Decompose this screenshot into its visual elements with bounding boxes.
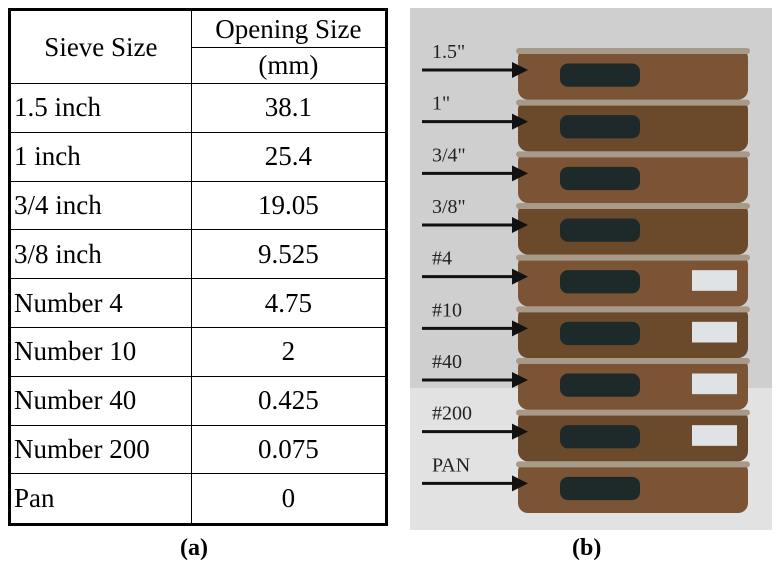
header-cell: Opening Size (190, 9, 388, 48)
sieve-rim (516, 409, 750, 416)
sieve-rim (516, 203, 750, 209)
sieve-rim (516, 254, 750, 261)
arrow-head (512, 320, 528, 337)
sieve-tag (560, 425, 640, 449)
header-cell: (mm) (190, 47, 388, 84)
arrow-head (512, 423, 528, 440)
sieve-sticker (692, 270, 737, 291)
table-cell: 0.425 (190, 375, 388, 426)
sieve-sticker (692, 425, 737, 446)
table-cell: 1.5 inch (9, 83, 192, 133)
sieve-tag (560, 270, 640, 294)
sieve-tag (560, 166, 640, 191)
sieve-tag (560, 321, 640, 346)
table-cell: 3/4 inch (9, 180, 192, 231)
sieve-tag (560, 218, 640, 242)
table-cell: 4.75 (190, 278, 388, 328)
sieve-rim (516, 358, 750, 364)
sieve-sticker (692, 321, 737, 343)
sieve-label: 1" (432, 93, 450, 115)
sieve-label: 3/4" (432, 144, 466, 166)
table-cell: 19.05 (190, 180, 388, 231)
table-cell: 2 (190, 326, 388, 377)
arrow-head (512, 268, 528, 285)
table-row: Number 200 0.075 (9, 424, 388, 475)
table-cell: 3/8 inch (9, 229, 192, 280)
sieve-rim (516, 99, 750, 106)
sieve-label: #4 (432, 248, 452, 270)
sieve-label: 1.5" (432, 41, 465, 63)
caption: (b) (572, 535, 602, 561)
sieve-rim (516, 48, 750, 54)
table-cell: 0 (190, 473, 388, 525)
table-cell: 0.075 (190, 424, 388, 475)
sieve-tag (560, 63, 640, 87)
sieve-label: #10 (432, 299, 462, 321)
table-cell: Pan (9, 473, 192, 525)
table-row: 1.5 inch 38.1 (9, 83, 388, 133)
table-row: Number 10 2 (9, 326, 388, 377)
caption: (a) (180, 535, 208, 561)
table-row: Number 40 0.425 (9, 375, 388, 426)
table-row: 1 inch 25.4 (9, 131, 388, 182)
table-cell: 1 inch (9, 131, 192, 182)
arrow-head (512, 217, 528, 233)
sieve-label: #40 (432, 351, 462, 373)
table-cell: Number 4 (9, 278, 192, 328)
sieve-sticker (692, 373, 737, 395)
table-row: 3/4 inch 19.05 (9, 180, 388, 231)
table-cell: Number 40 (9, 375, 192, 426)
arrow-head (512, 372, 528, 388)
table-cell: 38.1 (190, 83, 388, 133)
sieve-tag (560, 115, 640, 139)
sieve-rim (516, 306, 750, 313)
sieve-rim (516, 151, 750, 158)
sieve-rim (516, 461, 750, 468)
table-row: Pan 0 (9, 473, 388, 525)
table-cell: 9.525 (190, 229, 388, 280)
sieve-label: PAN (432, 454, 470, 476)
table-cell: Number 10 (9, 326, 192, 377)
sieve-label: 3/8" (432, 196, 466, 218)
header-cell: Sieve Size (9, 9, 192, 84)
arrow-head (512, 475, 528, 492)
sieve-photo: 1.5" 1" 3/4" 3/8" #4 #10 #40 #200 PAN (410, 8, 772, 530)
table-row: 3/8 inch 9.525 (9, 229, 388, 280)
sieve-label: #200 (432, 403, 472, 425)
arrow-head (512, 165, 528, 182)
sieve-tag (560, 373, 640, 397)
sieve-table: Sieve Size Opening Size (mm) 1.5 inch 38.1… (8, 8, 388, 526)
arrow-head (512, 113, 528, 130)
table-cell: Number 200 (9, 424, 192, 475)
arrow-head (512, 62, 528, 78)
sieve-tag (560, 476, 640, 501)
table-cell: 25.4 (190, 131, 388, 182)
table-row: Number 4 4.75 (9, 278, 388, 328)
